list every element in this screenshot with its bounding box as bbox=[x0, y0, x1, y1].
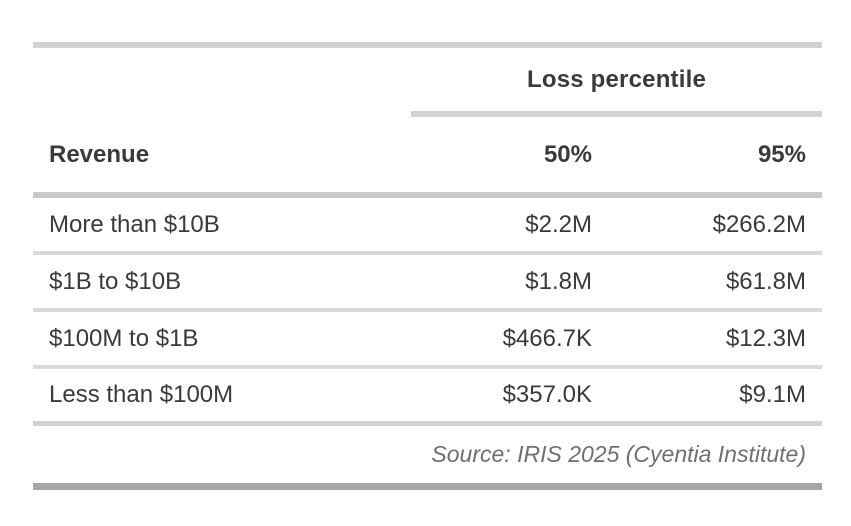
p95-cell: $9.1M bbox=[739, 381, 806, 408]
p50-cell: $466.7K bbox=[502, 324, 592, 352]
column-header-95th-percentile: 95% bbox=[757, 140, 806, 168]
table-row-less-than-100m: Less than $100M $357.0K $9.1M bbox=[33, 369, 822, 426]
revenue-cell: $1B to $10B bbox=[49, 267, 182, 295]
source-note: Source: IRIS 2025 (Cyentia Institute) bbox=[431, 441, 806, 467]
column-header-revenue: Revenue bbox=[49, 140, 150, 168]
p95-cell: $266.2M bbox=[712, 210, 806, 238]
table-row-more-than-10b: More than $10B $2.2M $266.2M bbox=[33, 198, 822, 255]
p95-cell: $61.8M bbox=[725, 267, 806, 295]
spanner-label-loss-percentile: Loss percentile bbox=[411, 48, 822, 117]
p50-cell: $357.0K bbox=[502, 381, 592, 408]
revenue-cell: Less than $100M bbox=[49, 381, 234, 408]
table-bottom-rule bbox=[33, 483, 822, 490]
p50-cell: $2.2M bbox=[525, 210, 592, 238]
table-row-1b-to-10b: $1B to $10B $1.8M $61.8M bbox=[33, 255, 822, 312]
table-row-100m-to-1b: $100M to $1B $466.7K $12.3M bbox=[33, 312, 822, 369]
column-header-row: Revenue 50% 95% bbox=[33, 117, 822, 198]
table-top-rule bbox=[33, 42, 822, 48]
loss-percentile-table: Loss percentile Revenue 50% 95% More tha… bbox=[33, 42, 822, 490]
p50-cell: $1.8M bbox=[525, 267, 592, 295]
revenue-cell: $100M to $1B bbox=[49, 324, 199, 352]
p95-cell: $12.3M bbox=[725, 324, 806, 352]
spanner-spacer bbox=[33, 48, 411, 117]
spanner-row: Loss percentile bbox=[33, 48, 822, 117]
column-header-50th-percentile: 50% bbox=[543, 140, 592, 168]
revenue-cell: More than $10B bbox=[49, 210, 220, 238]
